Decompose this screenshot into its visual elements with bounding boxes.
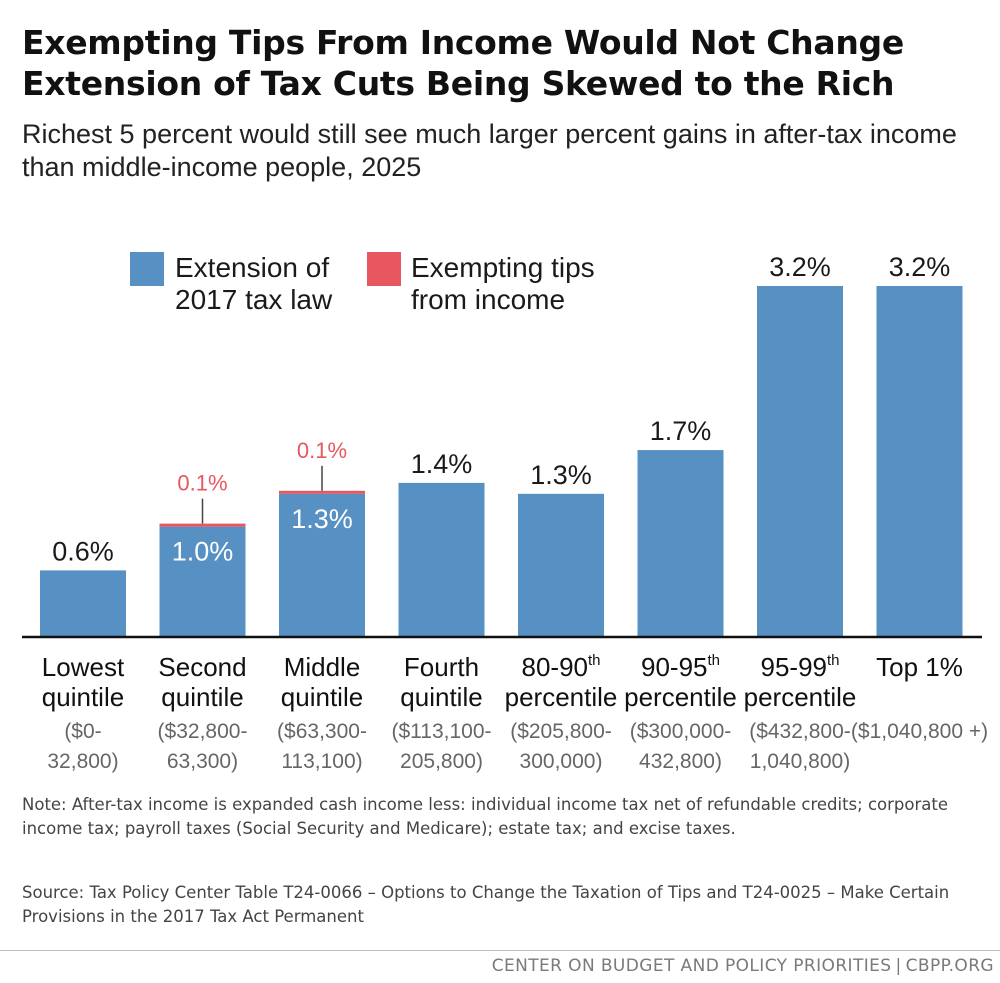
bar-value-label: 3.2% bbox=[889, 252, 951, 282]
chart-source: Source: Tax Policy Center Table T24-0066… bbox=[22, 883, 950, 926]
category-label: percentile bbox=[744, 682, 857, 712]
category-label: Fourth bbox=[404, 652, 479, 682]
category-label-superscript: th bbox=[588, 652, 601, 669]
bar-extension-2017 bbox=[159, 526, 246, 636]
category-range-label: ($0- bbox=[64, 720, 101, 743]
category-range-label: ($205,800- bbox=[510, 720, 612, 743]
footer-divider bbox=[0, 950, 1000, 951]
legend-label-extension: 2017 tax law bbox=[175, 284, 333, 315]
category-range-label: 205,800) bbox=[400, 750, 483, 773]
chart-subtitle: Richest 5 percent would still see much l… bbox=[22, 119, 957, 182]
bar-extension-2017 bbox=[518, 493, 604, 636]
category-label: Second bbox=[158, 652, 246, 682]
bar-exempting-tips bbox=[159, 523, 246, 527]
bar-value-label: 1.3% bbox=[530, 460, 592, 490]
bar-extension-2017 bbox=[876, 286, 963, 636]
bar-exempting-tips bbox=[279, 490, 365, 494]
category-label: Top 1% bbox=[876, 652, 963, 682]
category-label: percentile bbox=[624, 682, 737, 712]
category-range-label: ($32,800- bbox=[158, 720, 248, 743]
bar-value-label: 1.4% bbox=[411, 449, 473, 479]
category-range-label: 32,800) bbox=[47, 750, 118, 773]
bar-extension-2017 bbox=[637, 450, 724, 636]
category-range-label: ($432,800- bbox=[749, 720, 851, 743]
category-label: 95-99th bbox=[760, 652, 839, 682]
category-label: 80-90th bbox=[521, 652, 600, 682]
category-label: quintile bbox=[400, 682, 482, 712]
footer-site[interactable]: CBPP.ORG bbox=[905, 956, 994, 976]
legend-label-tips: Exempting tips bbox=[411, 252, 595, 283]
category-label-superscript: th bbox=[707, 652, 720, 669]
category-label: percentile bbox=[505, 682, 618, 712]
category-range-label: ($300,000- bbox=[630, 720, 732, 743]
bar-value-label: 1.0% bbox=[172, 537, 234, 567]
bar-value-label: 1.3% bbox=[291, 504, 353, 534]
category-label: quintile bbox=[42, 682, 124, 712]
category-range-label: ($113,100- bbox=[391, 720, 491, 743]
category-label-superscript: th bbox=[827, 652, 840, 669]
category-range-label: 63,300) bbox=[167, 750, 238, 773]
category-label: quintile bbox=[281, 682, 363, 712]
bar-value-label: 3.2% bbox=[769, 252, 831, 282]
bar-extension-2017 bbox=[757, 286, 843, 636]
footer-org: CENTER ON BUDGET AND POLICY PRIORITIES bbox=[491, 956, 892, 976]
chart-note: Note: After-tax income is expanded cash … bbox=[22, 795, 948, 838]
bar-value-label: 0.6% bbox=[52, 536, 114, 566]
bar-value-label: 1.7% bbox=[650, 416, 712, 446]
category-label: quintile bbox=[161, 682, 243, 712]
footer-separator: | bbox=[895, 956, 902, 976]
legend-swatch-tips bbox=[367, 252, 401, 286]
category-label: 90-95th bbox=[641, 652, 720, 682]
tips-value-label: 0.1% bbox=[177, 471, 227, 496]
bar-chart: 0.6%Lowestquintile($0-32,800)0.1%1.0%Sec… bbox=[22, 252, 988, 773]
bar-extension-2017 bbox=[40, 570, 126, 636]
category-label: Middle bbox=[284, 652, 361, 682]
tips-value-label: 0.1% bbox=[297, 438, 347, 463]
category-range-label: 432,800) bbox=[639, 750, 722, 773]
category-range-label: 1,040,800) bbox=[750, 750, 850, 773]
legend-label-extension: Extension of bbox=[175, 252, 329, 283]
bar-extension-2017 bbox=[279, 493, 365, 636]
category-range-label: 300,000) bbox=[520, 750, 603, 773]
category-label: Lowest bbox=[42, 652, 125, 682]
footer-credit: CENTER ON BUDGET AND POLICY PRIORITIES | C… bbox=[492, 956, 994, 976]
category-range-label: ($1,040,800 +) bbox=[851, 720, 988, 743]
legend-label-tips: from income bbox=[411, 284, 565, 315]
chart-title: Exempting Tips From Income Would Not Cha… bbox=[22, 23, 904, 103]
category-range-label: ($63,300- bbox=[277, 720, 367, 743]
bar-extension-2017 bbox=[398, 482, 485, 636]
category-range-label: 113,100) bbox=[281, 750, 362, 773]
legend-swatch-extension bbox=[130, 252, 164, 286]
